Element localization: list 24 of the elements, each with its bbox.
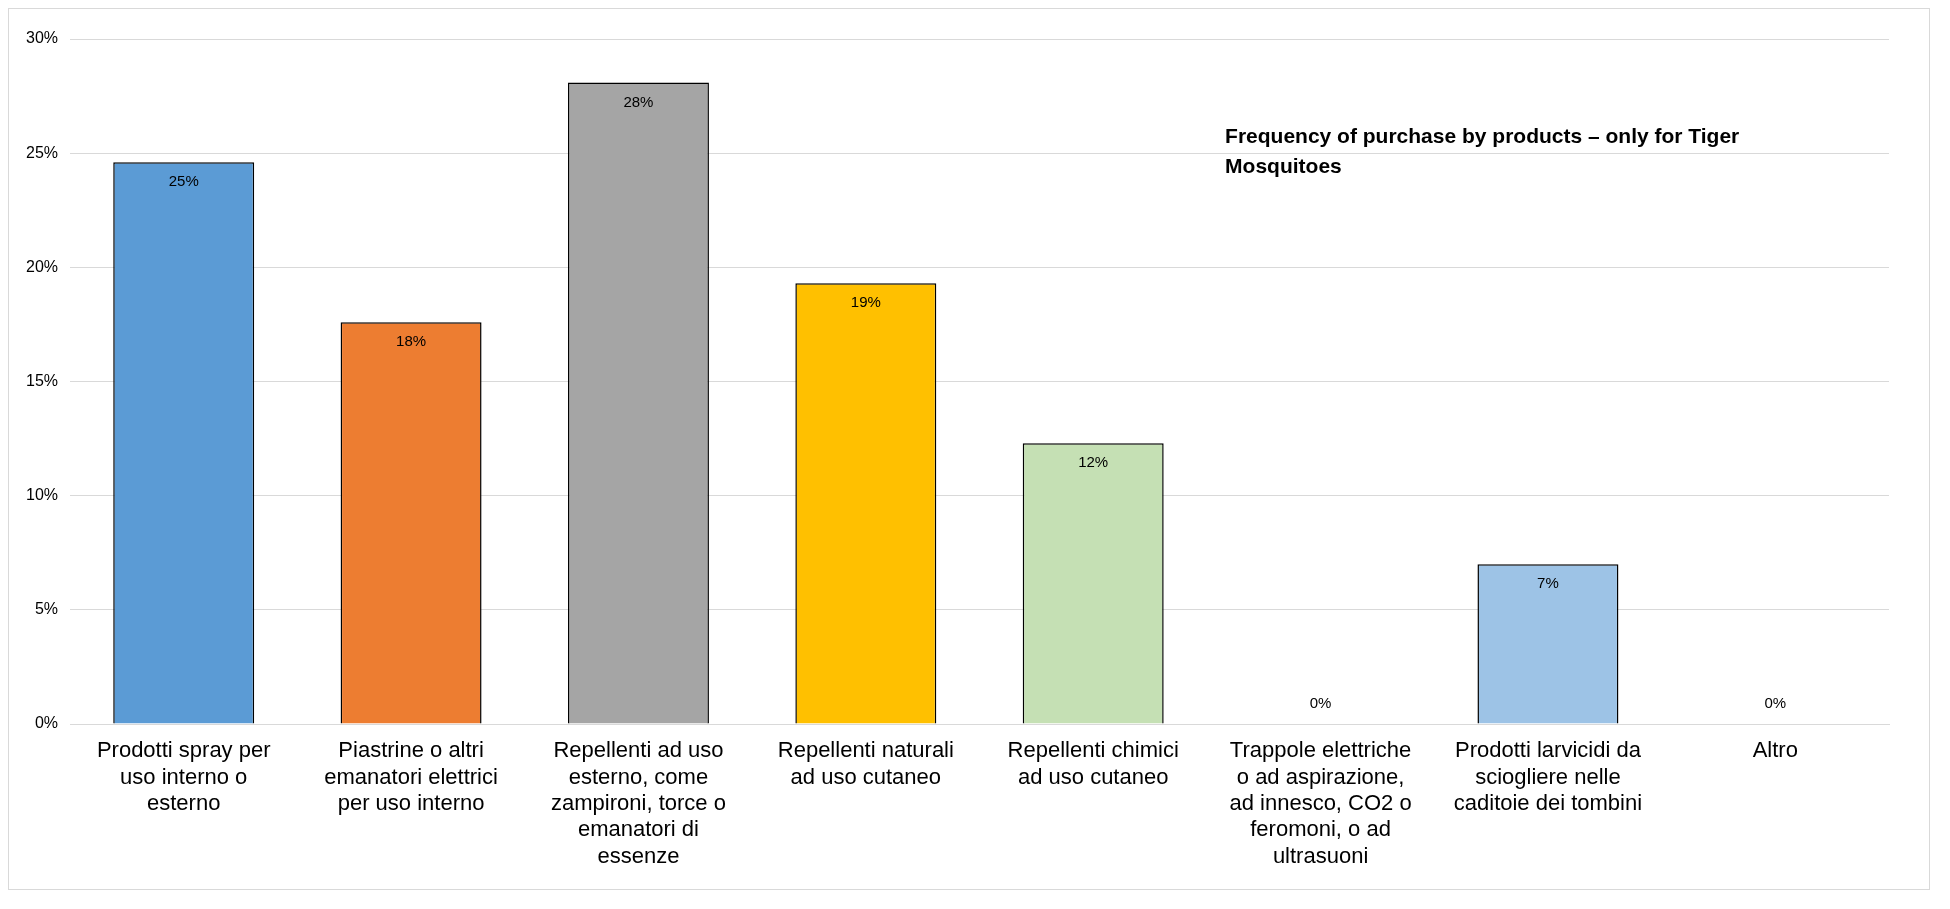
y-tick-label: 10% [25, 486, 59, 504]
data-label: 25% [168, 172, 199, 190]
data-label: 7% [1537, 574, 1559, 592]
x-tick-label: Repellenti ad uso esterno, come zampironi, torce o emanatori di essenze [551, 737, 726, 868]
data-label: 28% [623, 92, 654, 110]
x-tick-label: Trappole elettriche o ad aspirazione, ad innesco, CO2 o feromoni, o ad ultrasuoni [1229, 737, 1412, 868]
x-tick-label: Piastrine o altri emanatori elettrici per uso interno [324, 737, 498, 816]
data-label: 0% [1764, 694, 1787, 712]
y-tick-label: 30% [25, 29, 59, 47]
data-label: 12% [1078, 453, 1109, 471]
y-tick-label: 20% [25, 257, 59, 275]
y-tick-label: 25% [25, 143, 59, 161]
data-label: 0% [1309, 694, 1332, 712]
x-tick-label: Prodotti larvicidi da sciogliere nelle caditoie dei tombini [1453, 737, 1643, 816]
data-label: 19% [850, 293, 881, 311]
x-tick-label: Repellenti naturali ad uso cutaneo [777, 737, 954, 789]
y-tick-label: 0% [34, 714, 59, 732]
x-tick-label: Altro [1752, 737, 1798, 763]
data-label: 18% [396, 332, 427, 350]
x-tick-label: Repellenti chimici ad uso cutaneo [1007, 737, 1179, 789]
y-tick-label: 5% [34, 600, 59, 618]
y-tick-label: 15% [25, 371, 59, 389]
x-tick-label: Prodotti spray per uso interno o esterno [96, 737, 271, 816]
text: Frequency of purchase by products – only for Tiger Mosquitoes [1225, 123, 1740, 177]
